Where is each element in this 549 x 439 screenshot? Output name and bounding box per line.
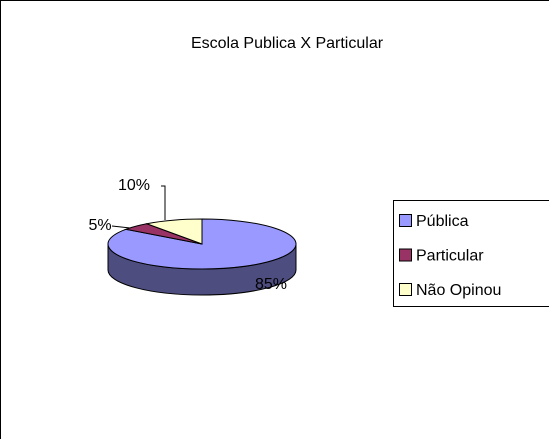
legend-swatch [399,214,412,227]
legend-swatch [399,283,412,296]
chart-title: Escola Publica X Particular [191,35,384,52]
legend-label: Não Opinou [416,282,501,299]
data-label: 10% [118,177,150,194]
leader-line [161,185,166,220]
data-label: 5% [88,217,111,234]
legend-swatch [399,248,412,262]
leader-line [111,225,131,229]
legend-label: Pública [416,213,469,230]
pie-slice [144,218,203,245]
legend-label: Particular [416,248,484,265]
legend-box [393,200,549,307]
data-label: 85% [255,276,287,293]
